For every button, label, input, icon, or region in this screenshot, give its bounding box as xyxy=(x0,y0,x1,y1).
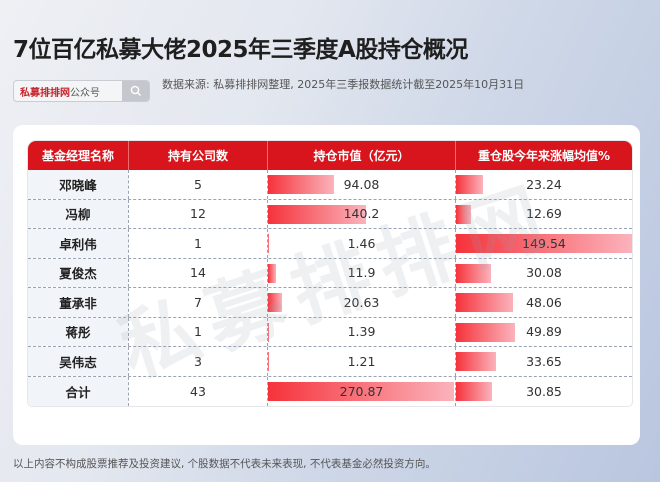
avg-gain: 49.89 xyxy=(526,324,562,340)
table-header-row: 基金经理名称 持有公司数 持仓市值（亿元） 重仓股今年来涨幅均值% xyxy=(28,141,632,170)
manager-name: 夏俊杰 xyxy=(28,258,128,287)
search-box[interactable]: 私募排排网 公众号 xyxy=(13,80,150,102)
page-title: 7位百亿私募大佬2025年三季度A股持仓概况 xyxy=(13,37,468,63)
avg-gain-bar xyxy=(456,352,496,371)
avg-gain-bar xyxy=(456,234,632,253)
table-row: 蒋彤 1 1.39 49.89 xyxy=(28,317,632,347)
search-suffix: 公众号 xyxy=(70,87,100,99)
avg-gain-bar xyxy=(456,293,513,312)
manager-name: 蒋彤 xyxy=(28,317,128,346)
avg-gain-cell: 48.06 xyxy=(455,288,632,317)
table-row: 冯柳 12 140.2 12.69 xyxy=(28,199,632,229)
market-value-cell: 140.2 xyxy=(267,199,455,228)
table-row: 吴伟志 3 1.21 33.65 xyxy=(28,347,632,377)
company-count: 5 xyxy=(128,170,267,199)
data-source-note: 数据来源: 私募排排网整理, 2025年三季报数据统计截至2025年10月31日 xyxy=(162,78,525,91)
avg-gain-cell: 33.65 xyxy=(455,347,632,376)
avg-gain-bar xyxy=(456,322,515,342)
header-company-count: 持有公司数 xyxy=(128,141,267,170)
table-row: 合计 43 270.87 30.85 xyxy=(28,376,632,406)
manager-name: 合计 xyxy=(28,376,128,406)
search-brand: 私募排排网 xyxy=(20,87,70,99)
market-value: 140.2 xyxy=(343,206,380,222)
avg-gain: 30.85 xyxy=(526,383,562,399)
market-value: 20.63 xyxy=(343,294,380,310)
header-market-value: 持仓市值（亿元） xyxy=(267,141,455,170)
market-value: 1.46 xyxy=(347,235,376,251)
market-value-bar xyxy=(268,204,366,224)
market-value-cell: 94.08 xyxy=(267,170,455,199)
market-value: 270.87 xyxy=(339,383,384,399)
company-count: 1 xyxy=(128,317,267,346)
manager-name: 董承非 xyxy=(28,288,128,317)
company-count: 1 xyxy=(128,229,267,258)
market-value: 1.39 xyxy=(347,324,376,340)
manager-name: 吴伟志 xyxy=(28,347,128,376)
header-avg-gain: 重仓股今年来涨幅均值% xyxy=(455,141,632,170)
market-value-bar xyxy=(268,293,282,312)
avg-gain-cell: 23.24 xyxy=(455,170,632,199)
avg-gain-cell: 149.54 xyxy=(455,229,632,258)
company-count: 12 xyxy=(128,199,267,228)
manager-name: 冯柳 xyxy=(28,199,128,228)
search-label: 私募排排网 公众号 xyxy=(14,81,122,101)
table-row: 卓利伟 1 1.46 149.54 xyxy=(28,229,632,259)
avg-gain-cell: 49.89 xyxy=(455,317,632,346)
avg-gain: 149.54 xyxy=(522,235,566,251)
search-icon xyxy=(130,85,141,96)
avg-gain: 30.08 xyxy=(526,265,562,281)
avg-gain: 33.65 xyxy=(526,353,562,369)
market-value-cell: 20.63 xyxy=(267,288,455,317)
market-value: 11.9 xyxy=(347,265,376,281)
manager-name: 卓利伟 xyxy=(28,229,128,258)
market-value-bar xyxy=(268,175,334,194)
avg-gain-bar xyxy=(456,175,483,194)
header-manager-name: 基金经理名称 xyxy=(41,149,114,163)
market-value-cell: 1.21 xyxy=(267,347,455,376)
disclaimer: 以上内容不构成股票推荐及投资建议, 个股数据不代表未来表现, 不代表基金必然投资… xyxy=(13,458,436,470)
table-row: 邓晓峰 5 94.08 23.24 xyxy=(28,170,632,200)
manager-name: 邓晓峰 xyxy=(28,170,128,199)
company-count: 14 xyxy=(128,258,267,287)
market-value-bar xyxy=(268,381,454,401)
avg-gain-cell: 30.08 xyxy=(455,258,632,287)
search-button[interactable] xyxy=(122,81,149,101)
market-value-bar xyxy=(268,263,276,283)
market-value-bar xyxy=(268,352,269,371)
company-count: 43 xyxy=(128,376,267,406)
avg-gain: 48.06 xyxy=(526,294,562,310)
market-value: 94.08 xyxy=(343,176,380,192)
avg-gain-cell: 30.85 xyxy=(455,376,632,406)
market-value-bar xyxy=(268,322,269,342)
holdings-table: 基金经理名称 持有公司数 持仓市值（亿元） 重仓股今年来涨幅均值% 邓晓峰 5 94… xyxy=(28,141,632,406)
avg-gain-cell: 12.69 xyxy=(455,199,632,228)
avg-gain-bar xyxy=(456,263,491,283)
market-value-bar xyxy=(268,234,269,253)
avg-gain-bar xyxy=(456,381,492,401)
avg-gain: 23.24 xyxy=(526,176,562,192)
market-value-cell: 1.46 xyxy=(267,229,455,258)
market-value-cell: 1.39 xyxy=(267,317,455,346)
market-value: 1.21 xyxy=(347,353,376,369)
company-count: 7 xyxy=(128,288,267,317)
table-row: 董承非 7 20.63 48.06 xyxy=(28,288,632,318)
table-row: 夏俊杰 14 11.9 30.08 xyxy=(28,258,632,288)
avg-gain: 12.69 xyxy=(526,206,562,222)
market-value-cell: 270.87 xyxy=(267,376,455,406)
market-value-cell: 11.9 xyxy=(267,258,455,287)
company-count: 3 xyxy=(128,347,267,376)
avg-gain-bar xyxy=(456,204,471,224)
